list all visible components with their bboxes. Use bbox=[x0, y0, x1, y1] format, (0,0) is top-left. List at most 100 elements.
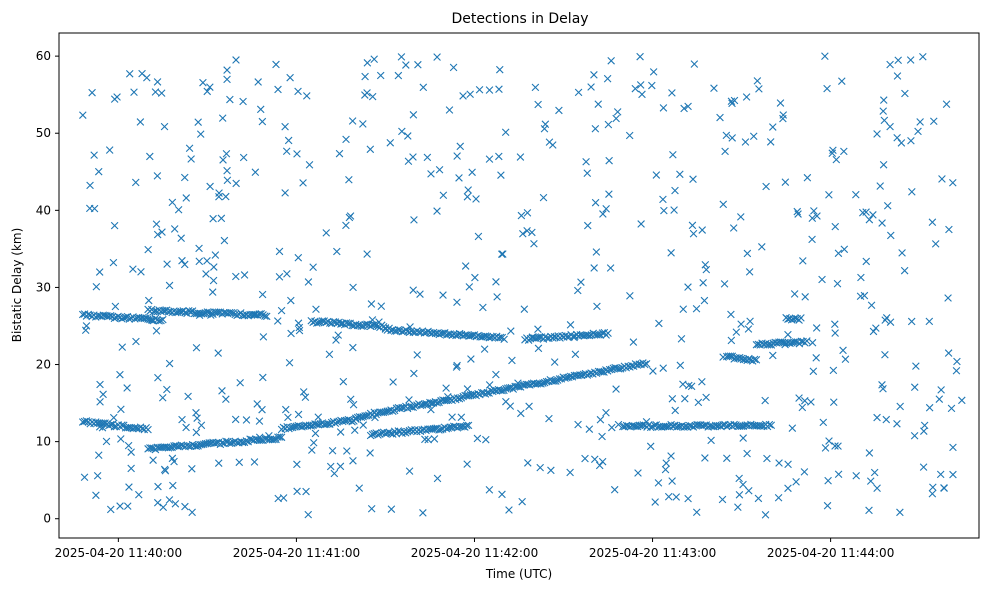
data-point bbox=[540, 124, 549, 133]
data-point bbox=[879, 160, 888, 169]
data-point bbox=[94, 167, 103, 176]
data-point bbox=[377, 302, 386, 310]
data-point bbox=[485, 486, 494, 494]
data-point bbox=[350, 426, 359, 435]
data-point bbox=[912, 362, 920, 370]
data-point bbox=[812, 354, 820, 362]
data-point bbox=[90, 151, 98, 159]
data-point bbox=[239, 153, 248, 162]
data-point bbox=[734, 422, 742, 430]
data-point bbox=[255, 417, 264, 425]
data-point bbox=[110, 422, 119, 431]
data-point bbox=[196, 130, 205, 138]
data-point bbox=[413, 351, 422, 359]
data-point bbox=[664, 492, 673, 501]
data-point bbox=[727, 310, 735, 319]
data-point bbox=[613, 108, 622, 116]
data-point bbox=[209, 276, 218, 285]
data-point bbox=[523, 226, 531, 235]
data-point bbox=[466, 90, 474, 99]
data-point bbox=[925, 403, 934, 412]
data-point bbox=[132, 337, 140, 346]
data-point bbox=[250, 458, 259, 466]
data-point bbox=[800, 468, 809, 476]
data-point bbox=[769, 351, 777, 360]
data-point bbox=[741, 138, 750, 146]
data-point bbox=[242, 310, 251, 319]
data-point bbox=[96, 398, 104, 406]
data-point bbox=[214, 459, 223, 467]
data-point bbox=[856, 292, 865, 301]
data-point bbox=[958, 396, 966, 405]
data-point bbox=[194, 118, 202, 126]
data-point bbox=[761, 396, 769, 405]
data-point bbox=[169, 481, 177, 490]
data-point bbox=[349, 400, 358, 409]
data-point bbox=[480, 345, 489, 353]
data-point bbox=[594, 100, 603, 108]
data-point bbox=[595, 330, 603, 339]
data-point bbox=[394, 71, 403, 80]
data-point bbox=[127, 448, 135, 456]
data-point bbox=[439, 191, 448, 200]
data-point bbox=[131, 178, 140, 187]
data-point bbox=[631, 84, 640, 93]
data-point bbox=[896, 402, 904, 411]
data-point bbox=[952, 366, 961, 375]
data-point bbox=[598, 432, 606, 441]
data-point bbox=[254, 78, 262, 86]
data-point bbox=[735, 474, 743, 483]
data-point bbox=[735, 490, 744, 499]
data-point bbox=[218, 114, 227, 122]
data-point bbox=[398, 127, 406, 136]
data-point bbox=[865, 449, 874, 457]
data-point bbox=[409, 111, 418, 119]
data-point bbox=[914, 127, 922, 136]
data-point bbox=[672, 493, 681, 501]
data-point bbox=[208, 288, 217, 296]
data-point bbox=[474, 232, 483, 241]
data-point bbox=[577, 278, 585, 286]
data-point bbox=[387, 505, 396, 513]
data-point bbox=[710, 84, 718, 92]
data-point bbox=[299, 388, 308, 396]
data-point bbox=[886, 231, 895, 240]
data-point bbox=[681, 394, 689, 403]
y-tick-label: 20 bbox=[36, 358, 51, 372]
data-point bbox=[736, 213, 745, 221]
x-axis: 2025-04-20 11:40:00 2025-04-20 11:41:00 20… bbox=[55, 538, 894, 560]
data-point bbox=[463, 385, 472, 393]
data-point bbox=[688, 221, 697, 230]
data-point bbox=[637, 220, 645, 228]
data-point bbox=[689, 229, 698, 238]
x-tick-label: 2025-04-20 11:43:00 bbox=[589, 546, 716, 560]
data-point bbox=[180, 173, 189, 182]
data-point bbox=[153, 230, 162, 239]
data-point bbox=[671, 186, 679, 195]
data-point bbox=[745, 486, 753, 495]
data-point bbox=[125, 483, 133, 491]
data-point bbox=[125, 315, 134, 323]
data-point bbox=[743, 249, 752, 258]
data-point bbox=[148, 316, 156, 325]
data-point bbox=[744, 325, 753, 333]
data-point bbox=[376, 71, 385, 80]
data-point bbox=[485, 155, 494, 163]
data-point bbox=[626, 292, 634, 300]
data-point bbox=[444, 392, 452, 401]
data-point bbox=[596, 415, 605, 424]
data-point bbox=[138, 69, 146, 78]
data-point bbox=[118, 343, 127, 351]
data-point bbox=[348, 117, 357, 125]
data-point bbox=[929, 117, 938, 126]
plot-frame bbox=[58, 32, 980, 539]
data-point bbox=[202, 270, 210, 278]
data-point bbox=[940, 484, 948, 492]
data-point bbox=[461, 262, 470, 270]
data-point bbox=[774, 493, 783, 502]
data-point bbox=[823, 84, 831, 93]
data-point bbox=[886, 318, 895, 326]
data-point bbox=[419, 83, 428, 92]
data-point bbox=[184, 392, 192, 401]
data-point bbox=[242, 416, 251, 424]
